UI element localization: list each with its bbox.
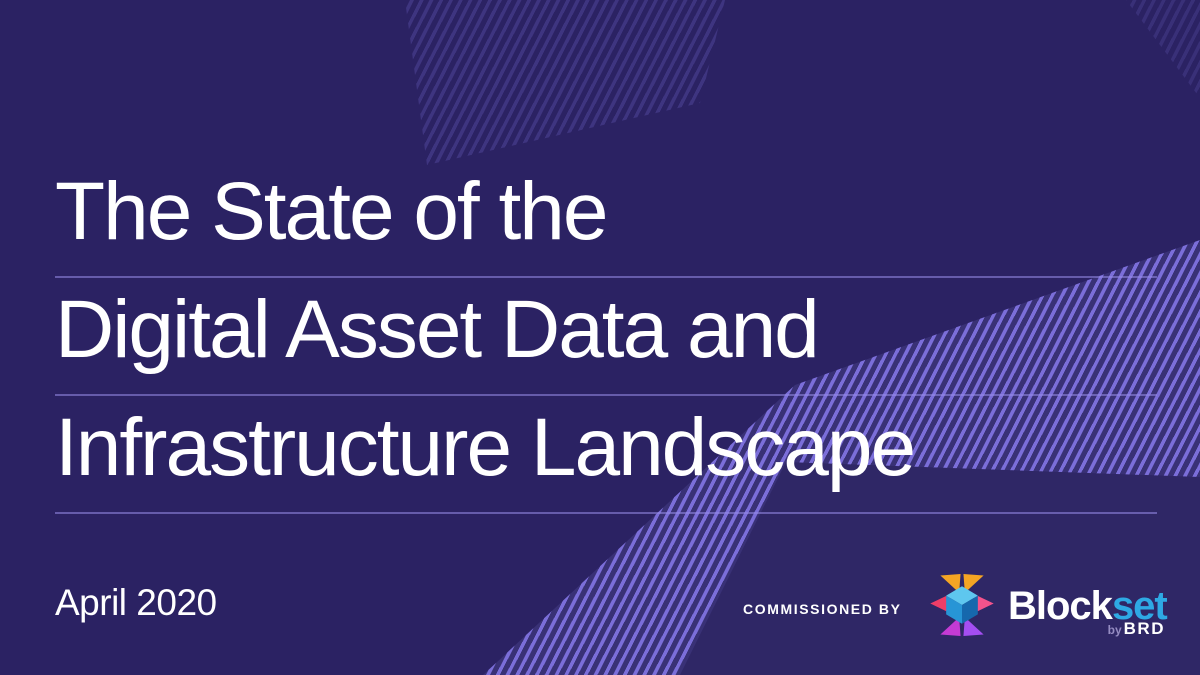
logo-triangle-bottom-right-icon bbox=[963, 617, 984, 636]
date-label: April 2020 bbox=[55, 582, 217, 623]
brand-primary-text: Block bbox=[1008, 584, 1113, 628]
logo-triangle-top-left-icon bbox=[940, 574, 961, 593]
byline-prefix: by bbox=[1107, 623, 1122, 637]
byline-brand: BRD bbox=[1123, 619, 1165, 638]
logo-cube-left-face-icon bbox=[946, 595, 962, 624]
brand-secondary-text: set bbox=[1111, 584, 1168, 628]
logo-triangle-bottom-left-icon bbox=[940, 617, 961, 636]
title-line-2: Digital Asset Data and bbox=[55, 284, 820, 375]
divider-line-2 bbox=[55, 394, 1157, 396]
blockset-cube-logo-icon bbox=[930, 574, 994, 636]
brand-wordmark: Blockset bbox=[1008, 584, 1168, 628]
divider-line-3 bbox=[55, 512, 1157, 514]
commissioned-by-label: COMMISSIONED BY bbox=[743, 601, 902, 617]
title-line-3: Infrastructure Landscape bbox=[55, 402, 916, 493]
logo-cube-right-face-icon bbox=[962, 595, 978, 624]
divider-line-1 bbox=[55, 276, 1157, 278]
logo-triangle-right-icon bbox=[974, 594, 994, 613]
title-line-1: The State of the bbox=[55, 166, 608, 257]
brand-byline: by BRD bbox=[1008, 620, 1165, 637]
logo-triangle-left-icon bbox=[930, 594, 950, 613]
logo-triangle-top-right-icon bbox=[963, 574, 984, 593]
